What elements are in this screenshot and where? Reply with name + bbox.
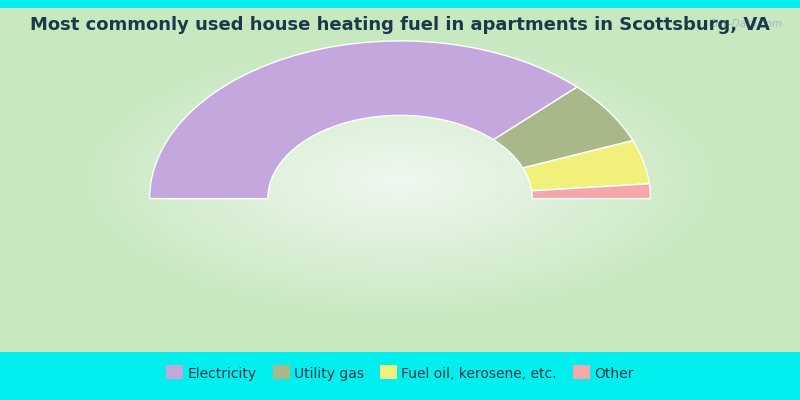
- Wedge shape: [531, 184, 650, 199]
- Legend: Electricity, Utility gas, Fuel oil, kerosene, etc., Other: Electricity, Utility gas, Fuel oil, kero…: [166, 367, 634, 381]
- Text: Most commonly used house heating fuel in apartments in Scottsburg, VA: Most commonly used house heating fuel in…: [30, 16, 770, 34]
- Wedge shape: [150, 41, 577, 199]
- Text: City-Data.com: City-Data.com: [709, 19, 782, 29]
- Wedge shape: [494, 87, 633, 168]
- Wedge shape: [523, 140, 650, 191]
